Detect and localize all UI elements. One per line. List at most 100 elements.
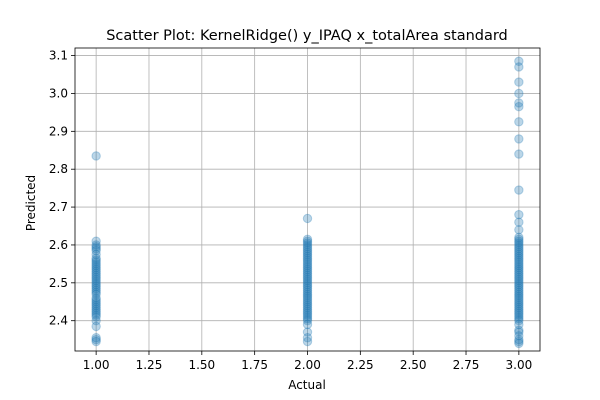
data-point — [514, 266, 524, 277]
data-point — [91, 312, 101, 322]
data-point — [514, 251, 524, 262]
data-point — [302, 270, 313, 280]
data-point — [302, 314, 313, 324]
data-point — [514, 283, 524, 294]
data-point — [514, 234, 524, 244]
data-point — [302, 236, 313, 246]
data-point — [514, 62, 524, 72]
data-point — [91, 304, 101, 315]
data-point — [302, 312, 313, 322]
data-point — [514, 232, 524, 243]
data-point — [514, 319, 524, 330]
data-point — [91, 261, 101, 271]
data-point — [91, 321, 101, 332]
data-point — [514, 334, 524, 345]
data-point — [302, 306, 313, 316]
data-point — [91, 244, 101, 254]
data-point — [302, 291, 313, 301]
data-point — [302, 274, 313, 284]
data-point — [514, 331, 524, 341]
data-point — [514, 240, 524, 250]
data-point — [302, 266, 313, 277]
data-point — [514, 338, 524, 349]
data-point — [514, 185, 524, 195]
data-point — [514, 287, 524, 297]
data-point — [514, 56, 524, 66]
data-point — [302, 283, 313, 294]
data-point — [514, 249, 524, 260]
data-point — [514, 302, 524, 313]
data-point — [91, 274, 101, 284]
data-point — [302, 262, 313, 273]
data-point — [514, 102, 524, 112]
data-point — [91, 272, 101, 282]
chart-title: Scatter Plot: KernelRidge() y_IPAQ x_tot… — [106, 28, 508, 44]
data-point — [91, 334, 101, 345]
data-point — [302, 302, 313, 313]
data-point — [514, 247, 524, 258]
data-point — [91, 293, 101, 303]
data-point — [91, 300, 101, 311]
data-point — [302, 304, 313, 315]
data-point — [91, 268, 101, 279]
data-point — [302, 268, 313, 279]
data-point — [302, 213, 313, 224]
data-point — [302, 278, 313, 288]
data-point — [91, 297, 101, 307]
data-point — [302, 281, 313, 292]
data-point — [302, 255, 313, 265]
data-point — [514, 293, 524, 303]
data-point — [302, 308, 313, 318]
y-tick-label: 2.8 — [49, 162, 68, 176]
data-point — [91, 240, 101, 250]
data-points — [91, 56, 524, 349]
data-point — [91, 236, 101, 246]
data-point — [302, 333, 313, 343]
data-point — [514, 327, 524, 337]
y-tick-label: 2.5 — [49, 276, 68, 290]
data-point — [302, 244, 313, 254]
data-point — [514, 270, 524, 280]
data-point — [514, 281, 524, 292]
data-point — [91, 302, 101, 313]
data-point — [302, 316, 313, 326]
data-point — [302, 300, 313, 311]
data-point — [514, 295, 524, 305]
data-point — [514, 217, 524, 227]
x-tick-label: 3.00 — [506, 358, 533, 372]
data-point — [514, 264, 524, 275]
data-point — [302, 285, 313, 296]
data-point — [514, 285, 524, 296]
data-point — [302, 261, 313, 271]
data-point — [514, 242, 524, 252]
data-point — [514, 262, 524, 273]
data-point — [514, 297, 524, 307]
data-point — [302, 257, 313, 267]
data-point — [514, 268, 524, 279]
data-point — [514, 316, 524, 326]
data-point — [91, 249, 101, 260]
data-point — [514, 209, 524, 220]
data-point — [91, 287, 101, 297]
x-tick-label: 2.75 — [453, 358, 480, 372]
data-point — [91, 333, 101, 343]
y-tick-label: 2.7 — [49, 200, 68, 214]
data-point — [91, 151, 101, 161]
data-point — [91, 310, 101, 320]
x-tick-label: 2.50 — [400, 358, 427, 372]
data-point — [514, 134, 524, 144]
data-point — [91, 257, 101, 267]
data-point — [514, 306, 524, 316]
data-point — [302, 336, 313, 347]
data-point — [91, 285, 101, 296]
data-point — [514, 259, 524, 269]
data-point — [302, 251, 313, 262]
data-point — [91, 242, 101, 252]
y-tick-label: 3.0 — [49, 86, 68, 100]
data-point — [91, 336, 101, 347]
data-point — [302, 272, 313, 282]
data-point — [514, 278, 524, 288]
data-point — [302, 297, 313, 307]
data-point — [91, 295, 101, 305]
data-point — [302, 280, 313, 290]
